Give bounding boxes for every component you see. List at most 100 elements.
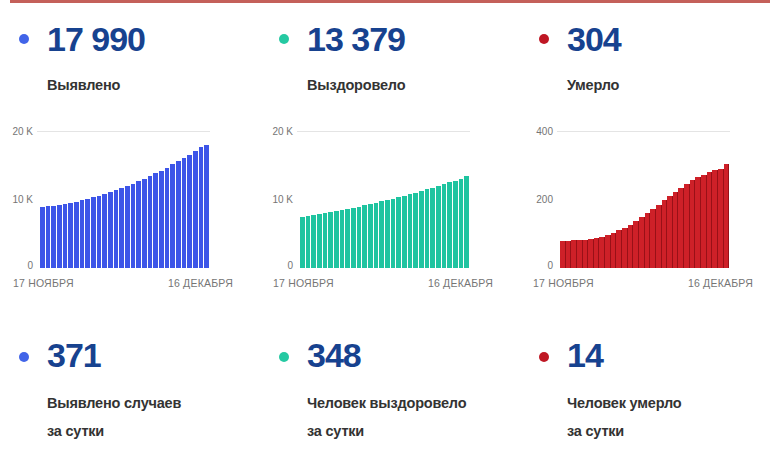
y-tick: 200 — [520, 194, 553, 206]
bar — [57, 205, 62, 268]
bar — [425, 189, 430, 268]
total-recovered-value: 13 379 — [307, 21, 405, 57]
bar — [306, 216, 311, 268]
bar — [114, 190, 119, 268]
stat-column-detected: 17 990 Выявлено 20 K 10 K 0 17 НОЯБРЯ 16… — [0, 0, 250, 466]
bar — [368, 204, 373, 268]
bar — [159, 171, 164, 268]
bar-chart-recovered — [300, 131, 469, 268]
bar — [374, 203, 379, 268]
bar — [317, 214, 322, 268]
total-detected-value: 17 990 — [47, 21, 145, 57]
y-tick: 10 K — [260, 194, 293, 206]
bar — [724, 164, 730, 268]
bar — [379, 201, 384, 268]
bar — [362, 205, 367, 268]
legend-dot-recovered — [279, 34, 289, 44]
bar — [40, 207, 45, 268]
bar — [165, 168, 170, 268]
bar — [182, 158, 187, 268]
daily-deaths-label: Человек умерлоза сутки — [567, 389, 681, 445]
bar — [148, 176, 153, 268]
y-tick: 0 — [0, 260, 33, 272]
total-deaths-value: 304 — [567, 21, 621, 57]
legend-dot-daily-detected — [19, 352, 29, 362]
bar — [74, 202, 79, 268]
x-axis-start-label: 17 НОЯБРЯ — [273, 277, 334, 289]
y-tick: 10 K — [0, 194, 33, 206]
daily-deaths-value: 14 — [567, 337, 603, 373]
bar — [187, 155, 192, 268]
bar-chart-deaths — [560, 131, 729, 268]
bar — [459, 179, 464, 268]
legend-dot-daily-recovered — [279, 352, 289, 362]
bar-chart-detected — [40, 131, 209, 268]
bar — [436, 186, 441, 268]
bar — [68, 203, 73, 268]
y-tick: 0 — [260, 260, 293, 272]
legend-dot-detected — [19, 34, 29, 44]
bar — [85, 199, 90, 268]
x-axis-start-label: 17 НОЯБРЯ — [533, 277, 594, 289]
x-axis-end-label: 16 ДЕКАБРЯ — [688, 277, 753, 289]
bar — [357, 207, 362, 268]
bar — [334, 211, 339, 268]
bar — [170, 164, 175, 268]
daily-recovered-label: Человек выздоровелоза сутки — [307, 389, 466, 445]
bar — [408, 194, 413, 268]
bar — [311, 215, 316, 268]
y-tick: 400 — [520, 126, 553, 138]
bar — [91, 197, 96, 268]
x-axis-start-label: 17 НОЯБРЯ — [13, 277, 74, 289]
bar — [80, 200, 85, 268]
stat-column-deaths: 304 Умерло 400 200 0 17 НОЯБРЯ 16 ДЕКАБР… — [520, 0, 770, 466]
bar — [345, 209, 350, 268]
bar — [413, 193, 418, 268]
bar — [46, 206, 51, 268]
legend-dot-deaths — [539, 34, 549, 44]
bar — [119, 188, 124, 268]
total-recovered-label: Выздоровело — [307, 75, 405, 95]
bar — [176, 161, 181, 268]
bar — [385, 200, 390, 268]
bar — [391, 199, 396, 268]
bar — [328, 212, 333, 268]
bar — [351, 208, 356, 268]
stat-column-recovered: 13 379 Выздоровело 20 K 10 K 0 17 НОЯБРЯ… — [260, 0, 510, 466]
bar — [300, 217, 305, 268]
bar — [193, 151, 198, 268]
bar — [102, 194, 107, 268]
bar — [396, 197, 401, 268]
bar — [63, 204, 68, 268]
bar — [108, 192, 113, 268]
bar — [340, 210, 345, 268]
y-tick: 20 K — [260, 126, 293, 138]
bar — [51, 206, 56, 268]
total-detected-label: Выявлено — [47, 75, 120, 95]
covid-stats-dashboard: 17 990 Выявлено 20 K 10 K 0 17 НОЯБРЯ 16… — [0, 0, 770, 466]
bar — [125, 186, 130, 268]
bar — [464, 176, 469, 268]
bar — [136, 181, 141, 268]
y-tick: 20 K — [0, 126, 33, 138]
x-axis-end-label: 16 ДЕКАБРЯ — [168, 277, 233, 289]
bar — [142, 179, 147, 268]
bar — [447, 182, 452, 268]
y-tick: 0 — [520, 260, 553, 272]
daily-detected-label: Выявлено случаевза сутки — [47, 389, 181, 445]
bar — [153, 173, 158, 268]
x-axis-end-label: 16 ДЕКАБРЯ — [428, 277, 493, 289]
bar — [402, 196, 407, 268]
bar — [430, 188, 435, 268]
bar — [323, 213, 328, 268]
bar — [453, 181, 458, 268]
daily-detected-value: 371 — [47, 337, 101, 373]
bar — [97, 196, 102, 268]
daily-recovered-value: 348 — [307, 337, 361, 373]
bar — [442, 184, 447, 268]
legend-dot-daily-deaths — [539, 352, 549, 362]
bar — [204, 145, 209, 268]
bar — [131, 184, 136, 268]
total-deaths-label: Умерло — [567, 75, 619, 95]
bar — [199, 147, 204, 268]
